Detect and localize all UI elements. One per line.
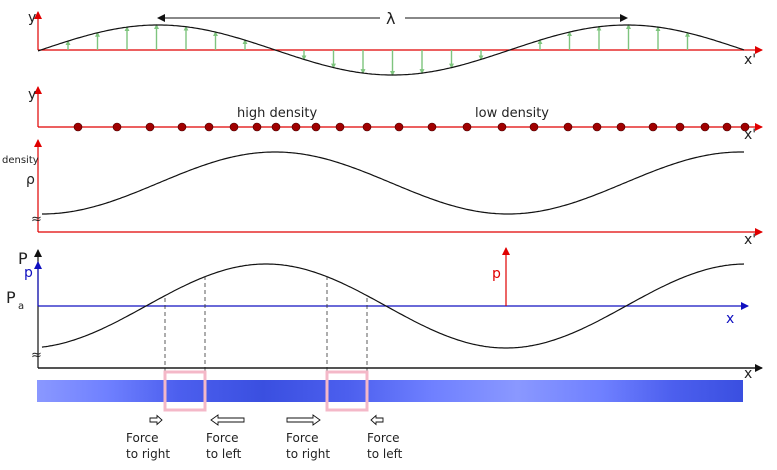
particle-dot [311,122,321,132]
axis-break-mark: ≈ [31,212,42,227]
y-axis-label: y [28,10,36,26]
particle-dot [112,122,122,132]
particle-dot [563,122,573,132]
x-axis-label: x' [744,52,756,68]
force-label-line1: Force [367,431,399,445]
particle-dot [529,122,539,132]
particle-dot [427,122,437,132]
Pa-subscript: a [18,301,24,312]
force-label-line1: Force [126,431,158,445]
highlight-box [163,370,207,412]
wavelength-symbol: λ [386,9,395,28]
displacement-arrows [65,24,690,76]
p-marker-label: p [492,266,501,282]
force-arrow-right-large [286,414,321,426]
particle-dot [229,122,239,132]
force-label-line2: to right [286,447,330,461]
highlight-box [325,370,369,412]
x-axis-label: x' [744,232,756,248]
x-axis-label: x [744,366,752,382]
x-axis-label-blue: x [726,311,734,327]
P-label: P [18,249,28,268]
particle-dots [73,122,750,132]
y-axis-label-rho: ρ [26,172,35,188]
axis-break-mark: ≈ [31,348,42,363]
particle-dot [592,122,602,132]
high-density-label: high density [237,106,317,121]
particle-dot [462,122,472,132]
force-arrow-left-large [210,414,245,426]
particle-dot [700,122,710,132]
particle-dot [740,122,750,132]
force-arrow-right-small [149,414,163,426]
particle-dot [252,122,262,132]
density-curve [42,151,744,215]
particle-dot [335,122,345,132]
particle-dot [204,122,214,132]
guide-lines [164,276,368,382]
particle-dot [497,122,507,132]
particle-panel: y x' high density low density [28,86,763,143]
x-axis-label: x' [744,127,756,143]
particle-dot [616,122,626,132]
force-label-line2: to left [206,447,242,461]
displacement-panel: y x' λ [28,9,763,76]
displacement-curve [37,24,745,76]
particle-dot [394,122,404,132]
force-annotations: Force to right Force to left Force to ri… [126,414,403,461]
particle-dot [145,122,155,132]
y-axis-label: y [28,87,36,103]
particle-dot [291,122,301,132]
p-label: p [24,265,33,281]
pressure-curve [41,263,745,349]
particle-dot [177,122,187,132]
low-density-label: low density [475,106,549,121]
Pa-label: P [6,288,16,307]
pressure-panel: P p P a ≈ x p [6,247,763,382]
force-label-line2: to left [367,447,403,461]
y-axis-label-density: density [2,155,39,166]
force-label-line1: Force [286,431,318,445]
force-arrow-left-small [370,414,384,426]
particle-dot [362,122,372,132]
force-label-line2: to right [126,447,170,461]
particle-dot [271,122,281,132]
particle-dot [73,122,83,132]
pressure-gradient-bar [37,380,743,402]
particle-dot [648,122,658,132]
force-label-line1: Force [206,431,238,445]
pressure-bar-panel: x [37,366,762,412]
particle-dot [722,122,732,132]
density-panel: density ρ ≈ x' [2,139,763,248]
particle-dot [675,122,685,132]
